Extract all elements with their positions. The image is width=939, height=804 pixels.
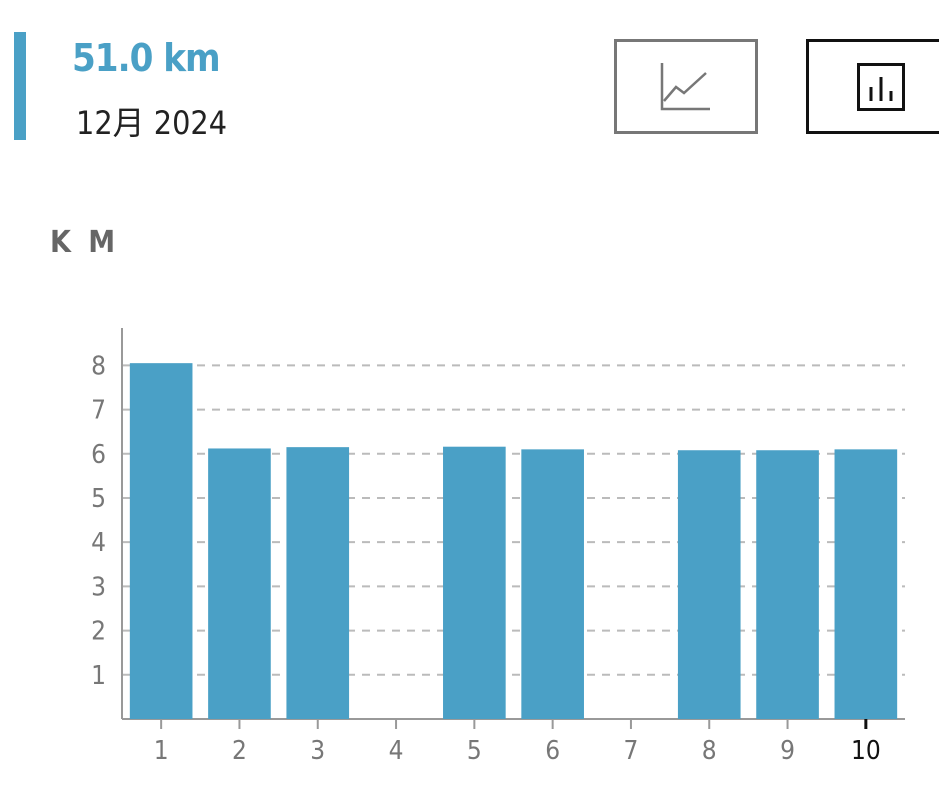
bar-8: [677, 450, 741, 719]
y-tick-label: 2: [91, 617, 106, 647]
line-chart-button[interactable]: [614, 39, 758, 134]
y-tick-label: 6: [91, 440, 106, 470]
bar-3: [286, 447, 350, 719]
x-tick-label: 6: [545, 736, 560, 766]
y-tick-label: 5: [91, 484, 106, 514]
bar-6: [521, 449, 584, 719]
line-chart-icon: [660, 62, 710, 110]
y-tick-label: 7: [91, 396, 106, 426]
x-tick-label: 5: [467, 736, 482, 766]
y-tick-label: 3: [91, 572, 106, 602]
y-axis-unit-label: K M: [50, 225, 120, 260]
x-tick-label: 9: [780, 736, 795, 766]
bar-chart-button[interactable]: [806, 39, 939, 134]
x-tick-label: 8: [702, 736, 717, 766]
y-tick-label: 4: [91, 528, 106, 558]
accent-bar: [14, 32, 26, 140]
x-tick-label: 4: [389, 736, 404, 766]
bar-5: [443, 446, 506, 719]
bar-chart-icon: [857, 62, 905, 111]
y-tick-label: 1: [91, 661, 106, 691]
period-label: 12月 2024: [76, 104, 228, 142]
x-tick-label: 1: [154, 736, 169, 766]
bar-2: [208, 448, 271, 719]
bar-10: [834, 449, 898, 719]
x-tick-label: 2: [232, 736, 247, 766]
bar-chart: 1 2 3 4 5 6 7 8 1 2 3 4 5 6 7 8 9 10: [91, 328, 905, 766]
bar-9: [756, 450, 819, 719]
x-tick-label: 10: [851, 736, 881, 766]
total-distance: 51.0 km: [72, 36, 221, 80]
bar-1: [129, 363, 193, 719]
y-tick-label: 8: [91, 351, 106, 381]
x-tick-label: 7: [624, 736, 639, 766]
x-tick-label: 3: [310, 736, 325, 766]
